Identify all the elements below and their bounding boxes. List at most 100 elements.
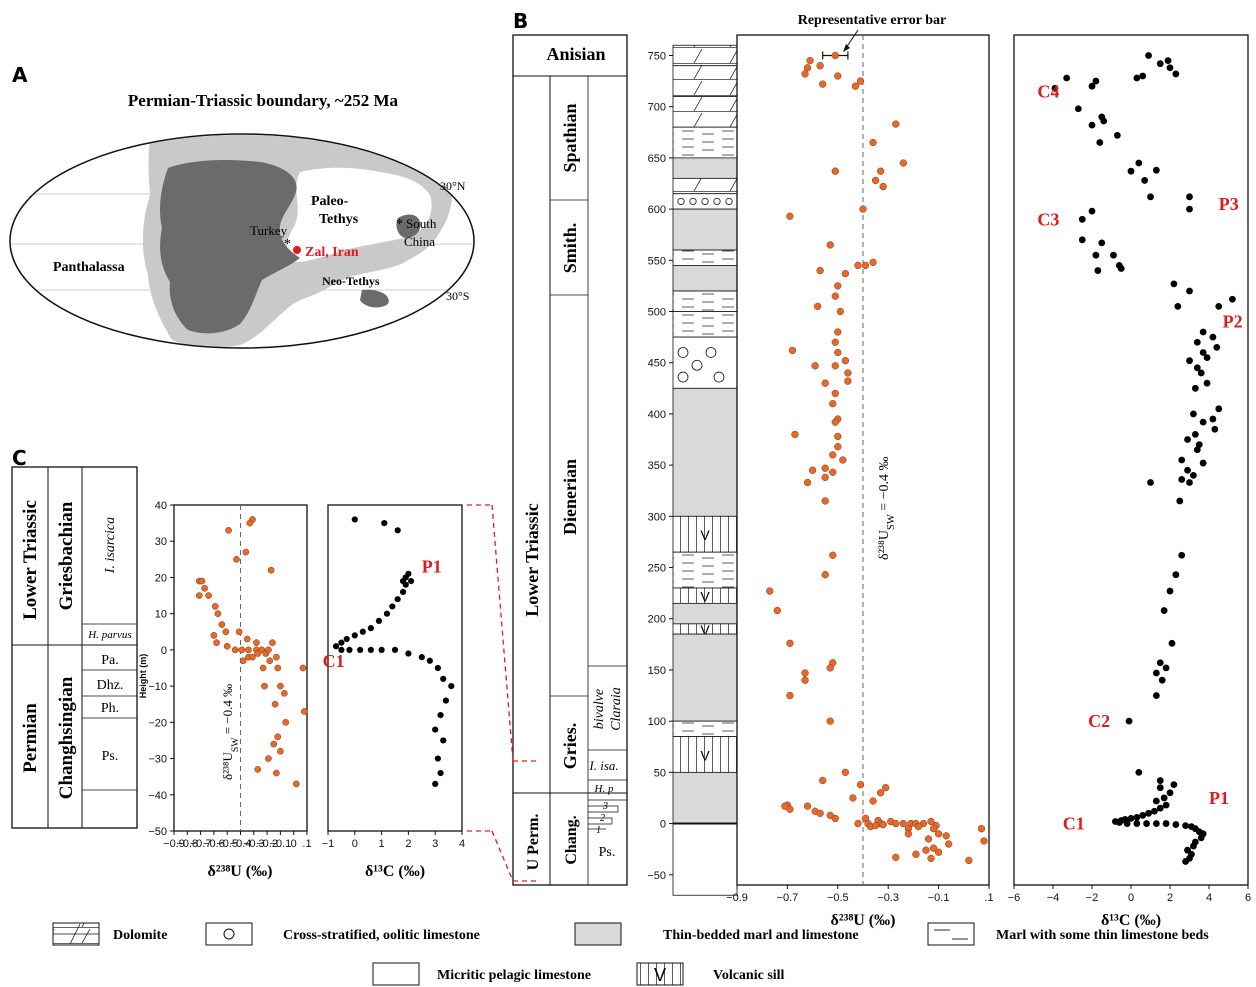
data-point bbox=[821, 497, 829, 505]
c-biozone-h-parvus: H. parvus bbox=[87, 629, 131, 641]
lithology-unit-dolomite bbox=[672, 44, 738, 67]
data-point bbox=[871, 176, 880, 185]
stage-changhsingian: Chang. bbox=[563, 815, 580, 864]
panel-a-title: Permian-Triassic boundary, ~252 Ma bbox=[128, 91, 399, 110]
data-point bbox=[834, 443, 842, 451]
data-point bbox=[844, 369, 852, 377]
data-point bbox=[980, 837, 988, 845]
data-point bbox=[808, 466, 817, 474]
data-point bbox=[1170, 781, 1178, 789]
data-point bbox=[1170, 280, 1178, 288]
data-point bbox=[879, 820, 887, 829]
svg-text:Volcanic sill: Volcanic sill bbox=[713, 968, 785, 983]
data-point bbox=[831, 389, 839, 398]
panel-b: B Anisian Lower Triassic U Perm. Spathia… bbox=[512, 9, 1251, 929]
ooid-icon bbox=[677, 197, 685, 206]
y-tick-label: −40 bbox=[148, 790, 167, 802]
data-point bbox=[1190, 471, 1197, 479]
data-point bbox=[826, 717, 834, 725]
south-china-marker-icon: * bbox=[396, 217, 403, 232]
legend-item-volcanic-sill: V Volcanic sill bbox=[636, 962, 785, 986]
data-point bbox=[831, 362, 839, 370]
data-point bbox=[1110, 251, 1117, 259]
data-point bbox=[836, 307, 844, 316]
data-point bbox=[1127, 815, 1135, 822]
data-point bbox=[351, 516, 358, 523]
data-point bbox=[254, 766, 262, 773]
c-biozone-ph: Ph. bbox=[101, 701, 119, 716]
data-point bbox=[1147, 193, 1154, 201]
biozone-3: 3 bbox=[602, 801, 608, 812]
panel-b-carbon-plot: −6 −4 −2 0 2 4 6 δ¹³C (‰) C4 C3 P3 P2 C2 P1 C1 bbox=[1008, 34, 1251, 929]
c-biozone-i-isarcica: I. isarcica bbox=[103, 517, 118, 574]
data-point bbox=[367, 625, 374, 632]
data-point bbox=[1051, 84, 1059, 92]
data-point bbox=[1199, 349, 1207, 356]
data-point bbox=[869, 138, 877, 147]
height-tick-label: 150 bbox=[648, 665, 666, 677]
data-point bbox=[405, 650, 412, 657]
data-point bbox=[1197, 369, 1205, 377]
data-point bbox=[261, 682, 268, 690]
data-point bbox=[225, 527, 232, 534]
x-tick-label: −0.1 bbox=[270, 838, 292, 850]
data-point bbox=[1092, 77, 1100, 85]
c-biozone-ps: Ps. bbox=[102, 749, 119, 764]
data-point bbox=[773, 606, 781, 615]
data-point bbox=[1215, 302, 1223, 310]
data-point bbox=[1184, 436, 1191, 443]
data-point bbox=[1199, 459, 1207, 467]
data-point bbox=[266, 657, 274, 665]
data-point bbox=[1152, 797, 1160, 805]
b-c-plot-frame bbox=[1013, 34, 1249, 886]
data-point bbox=[271, 700, 279, 708]
height-tick-label: −50 bbox=[647, 870, 666, 882]
data-point bbox=[1191, 384, 1199, 392]
system-upper-permian: U Perm. bbox=[525, 814, 542, 871]
data-point bbox=[1133, 814, 1141, 821]
x-tick-label: 2 bbox=[405, 838, 411, 850]
height-tick-label: 100 bbox=[648, 716, 666, 728]
data-point bbox=[1160, 607, 1168, 614]
data-point bbox=[829, 468, 837, 476]
svg-text:Micritic pelagic limestone: Micritic pelagic limestone bbox=[437, 968, 591, 983]
lithology-unit-micritic bbox=[672, 823, 738, 896]
data-point bbox=[332, 643, 340, 650]
c-stage-changhsingian: Changhsingian bbox=[56, 676, 77, 799]
data-point bbox=[437, 769, 444, 777]
data-point bbox=[929, 844, 938, 852]
data-point bbox=[841, 768, 850, 776]
svg-text:Cross-stratified, oolitic lime: Cross-stratified, oolitic limestone bbox=[283, 928, 480, 943]
data-point bbox=[924, 835, 933, 843]
y-tick-label: −30 bbox=[148, 754, 167, 766]
lithology-unit-sill bbox=[672, 736, 738, 773]
data-point bbox=[1147, 479, 1154, 486]
data-point bbox=[1133, 820, 1141, 827]
data-point bbox=[1172, 821, 1180, 828]
ooid-icon bbox=[701, 197, 709, 206]
c-u-xlabel: δ²³⁸U (‰) bbox=[208, 863, 273, 880]
data-point bbox=[1152, 669, 1160, 677]
data-point bbox=[1139, 811, 1147, 819]
y-tick-label: 30 bbox=[155, 536, 167, 548]
data-point bbox=[816, 62, 824, 70]
data-point bbox=[829, 400, 837, 408]
label-turkey: Turkey bbox=[250, 223, 288, 238]
data-point bbox=[803, 802, 812, 810]
data-point bbox=[861, 261, 870, 270]
data-point bbox=[945, 840, 953, 848]
height-tick-label: 250 bbox=[648, 563, 666, 575]
data-point bbox=[829, 451, 837, 459]
data-point bbox=[927, 817, 935, 826]
label-paleo-tethys: Paleo-Tethys bbox=[311, 194, 359, 227]
data-point bbox=[849, 794, 857, 802]
data-point bbox=[1156, 777, 1164, 784]
data-point bbox=[434, 755, 441, 762]
data-point bbox=[892, 853, 900, 861]
data-point bbox=[1063, 74, 1071, 82]
data-point bbox=[1186, 205, 1193, 213]
data-point bbox=[1166, 789, 1174, 797]
c-system-lower-triassic: Lower Triassic bbox=[20, 500, 41, 620]
data-point bbox=[821, 464, 829, 472]
data-point bbox=[856, 77, 865, 85]
